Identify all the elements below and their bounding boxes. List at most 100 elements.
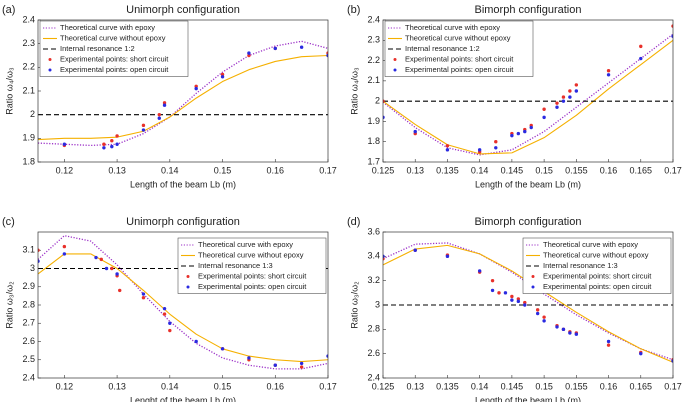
plot-area	[383, 24, 673, 156]
data-point	[115, 134, 119, 138]
data-point	[157, 112, 161, 117]
x-axis-label: Length of the beam Lb (m)	[475, 179, 581, 189]
legend-label: Experimental points: short circuit	[198, 271, 307, 280]
data-point	[542, 115, 546, 120]
y-tick-label: 3.1	[22, 245, 35, 255]
data-point	[516, 297, 521, 301]
plot-area	[38, 40, 328, 150]
data-point	[38, 248, 40, 252]
data-point	[110, 266, 114, 271]
data-point	[490, 288, 495, 293]
y-tick-label: 3.4	[367, 251, 380, 261]
x-tick-label: 0.145	[501, 165, 524, 175]
x-tick-label: 0.155	[565, 381, 588, 391]
x-axis-label: Lenght of the beam Lb (m)	[130, 395, 236, 402]
y-tick-label: 2.7	[22, 318, 35, 328]
data-point	[94, 255, 98, 260]
legend-marker	[48, 58, 52, 61]
data-point	[542, 107, 546, 111]
curve	[383, 33, 673, 156]
curve	[38, 40, 328, 147]
legend-label: Theoretical curve without epoxy	[60, 33, 166, 42]
legend-label: Theoretical curve without epoxy	[405, 33, 511, 42]
data-point	[523, 303, 527, 307]
data-point	[413, 248, 417, 252]
x-tick-label: 0.13	[406, 165, 424, 175]
data-point	[639, 56, 643, 61]
y-tick-label: 2	[375, 96, 380, 106]
x-tick-label: 0.155	[565, 165, 588, 175]
y-tick-label: 2.8	[22, 299, 35, 309]
legend-label: Experimental points: short circuit	[405, 54, 514, 63]
data-point	[510, 133, 514, 138]
x-tick-label: 0.12	[56, 381, 74, 391]
data-point	[568, 95, 572, 99]
legend-label: Theoretical curve without epoxy	[198, 250, 304, 259]
x-tick-label: 0.165	[630, 165, 653, 175]
data-point	[477, 269, 482, 273]
data-point	[220, 72, 225, 77]
data-point	[247, 356, 251, 360]
x-tick-label: 0.125	[372, 165, 395, 175]
y-tick-label: 2.2	[367, 55, 380, 65]
data-point	[490, 278, 495, 283]
data-point	[555, 325, 559, 329]
data-point	[62, 142, 67, 146]
data-point	[574, 83, 579, 87]
curve	[383, 39, 673, 155]
x-tick-label: 0.145	[501, 381, 524, 391]
y-tick-label: 1.8	[22, 156, 35, 166]
x-tick-label: 0.125	[372, 381, 395, 391]
data-point	[606, 69, 611, 73]
y-tick-label: 2.4	[22, 14, 35, 24]
x-tick-label: 0.14	[471, 165, 489, 175]
data-point	[671, 34, 673, 38]
curve	[38, 253, 328, 363]
legend-box	[384, 20, 534, 77]
data-point	[194, 84, 198, 88]
data-point	[497, 291, 501, 295]
data-point	[141, 292, 146, 296]
y-tick-label: 2.6	[22, 336, 35, 346]
data-point	[574, 89, 579, 93]
legend: Theoretical curve with epoxyTheoretical …	[384, 20, 534, 77]
data-point	[555, 105, 559, 109]
y-tick-label: 2.6	[367, 348, 380, 358]
y-tick-label: 1.8	[367, 136, 380, 146]
axes-frame	[382, 19, 674, 163]
legend-label: Theoretical curve without epoxy	[543, 250, 649, 259]
x-tick-label: 0.15	[535, 165, 553, 175]
x-tick-label: 0.14	[161, 381, 179, 391]
y-tick-label: 1.9	[22, 133, 35, 143]
data-point	[535, 311, 540, 316]
y-axis-label: Ratio ω₄/ω₃	[4, 67, 14, 115]
y-tick-label: 2.4	[367, 14, 380, 24]
x-tick-label: 0.14	[471, 381, 489, 391]
chart-title: Unimorph configuration	[126, 4, 240, 16]
data-point	[220, 75, 225, 79]
y-tick-label: 2.2	[22, 62, 35, 72]
data-point	[413, 129, 417, 134]
curve	[38, 235, 328, 370]
data-point	[220, 347, 225, 351]
data-point	[606, 339, 611, 344]
data-point	[102, 142, 106, 146]
legend-marker	[531, 285, 535, 289]
x-tick-label: 0.135	[436, 165, 459, 175]
data-point	[162, 306, 167, 311]
legend-marker	[393, 58, 397, 61]
data-point	[477, 148, 482, 152]
x-tick-label: 0.165	[630, 381, 653, 391]
data-point	[561, 99, 566, 103]
data-point	[273, 363, 277, 367]
y-tick-label: 3	[375, 299, 380, 309]
data-point	[162, 101, 167, 105]
data-point	[523, 300, 527, 305]
data-point	[110, 139, 114, 143]
legend-label: Theoretical curve with epoxy	[543, 240, 638, 249]
y-tick-label: 3.2	[367, 275, 380, 285]
data-point	[542, 319, 546, 323]
x-axis-label: Length of the beam Lb (m)	[130, 179, 236, 189]
y-tick-label: 2.4	[367, 372, 380, 382]
